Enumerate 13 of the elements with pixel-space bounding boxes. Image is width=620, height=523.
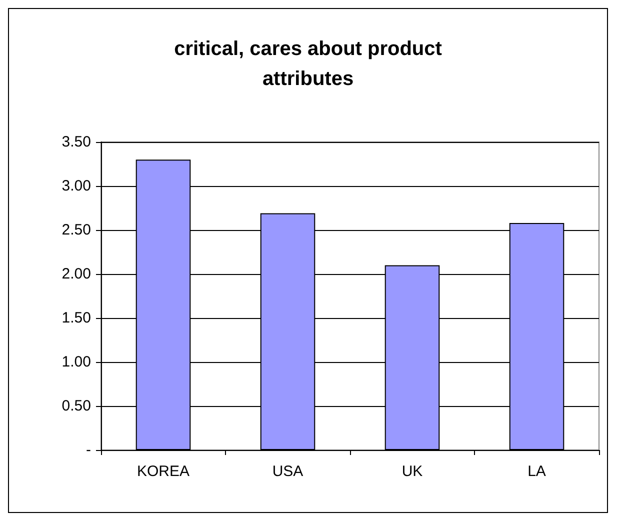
x-tick-label: USA — [272, 463, 304, 480]
x-tick-label: LA — [528, 463, 546, 480]
x-tick-label: KOREA — [136, 463, 190, 480]
y-tick-label: 3.50 — [62, 134, 91, 150]
y-tick-label: 3.00 — [62, 178, 91, 194]
y-tick-label: 1.00 — [62, 354, 91, 370]
y-tick-label: 1.50 — [62, 310, 91, 326]
y-tick-label: - — [86, 442, 91, 458]
y-tick-label: 2.00 — [62, 266, 91, 282]
x-tick-label: UK — [402, 463, 423, 480]
chart-title: critical, cares about product attributes — [174, 38, 442, 90]
y-tick-label: 2.50 — [62, 222, 91, 238]
y-tick-label: 0.50 — [62, 398, 91, 414]
